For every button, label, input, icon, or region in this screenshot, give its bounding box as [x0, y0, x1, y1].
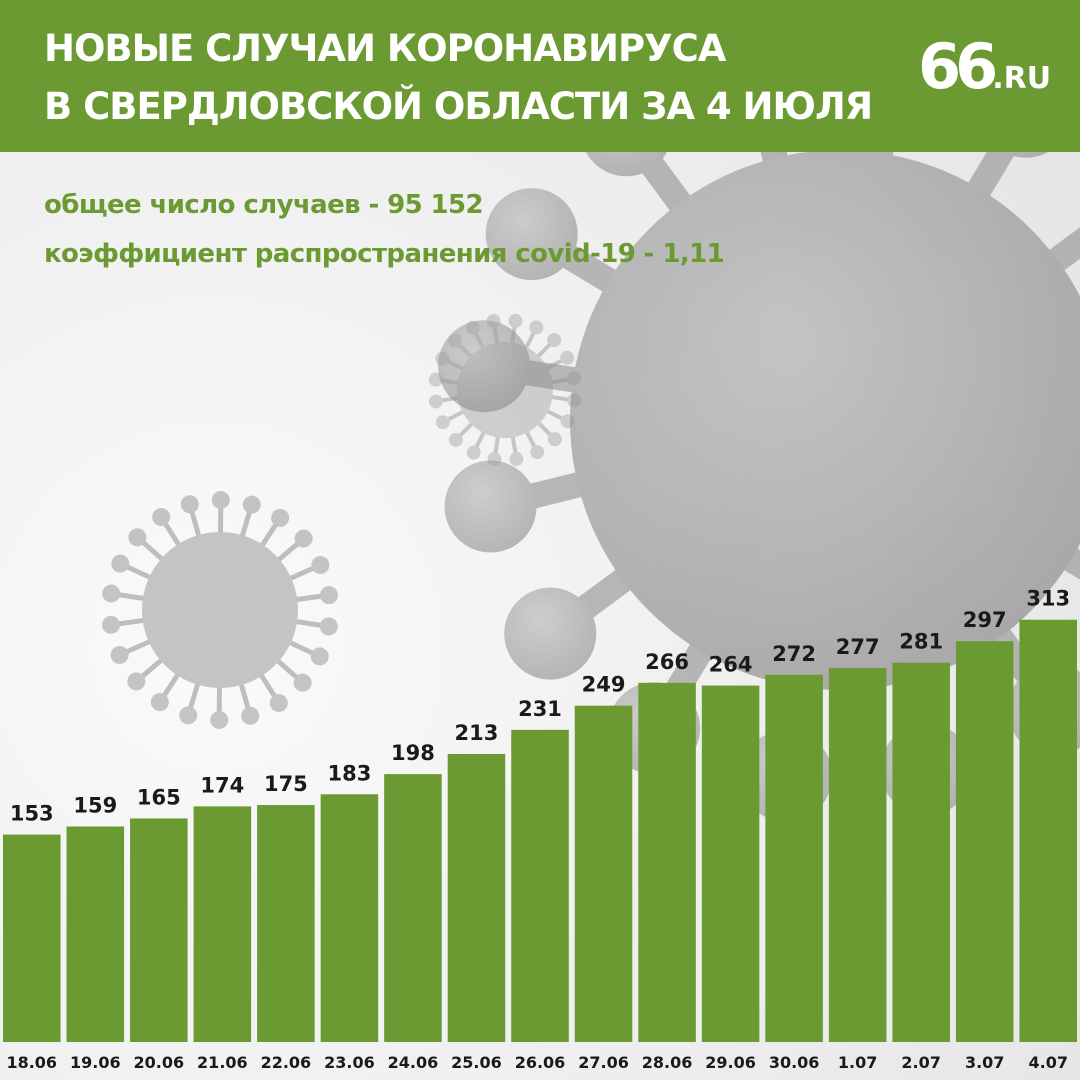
category-label: 23.06	[324, 1053, 375, 1072]
value-label: 249	[582, 673, 626, 697]
value-label: 313	[1026, 587, 1070, 611]
bar-4.07	[1019, 619, 1077, 1042]
bar-23.06	[320, 794, 379, 1042]
header-banner: НОВЫЕ СЛУЧАИ КОРОНАВИРУСА В СВЕРДЛОВСКОЙ…	[0, 0, 1080, 152]
value-label: 175	[264, 772, 308, 796]
bar-19.06	[66, 826, 125, 1042]
category-label: 24.06	[388, 1053, 439, 1072]
category-label: 28.06	[642, 1053, 693, 1072]
category-label: 30.06	[769, 1053, 820, 1072]
title-line-1: НОВЫЕ СЛУЧАИ КОРОНАВИРУСА	[44, 27, 726, 70]
value-label: 231	[518, 697, 562, 721]
value-label: 277	[836, 635, 880, 659]
value-label: 281	[899, 630, 943, 654]
category-label: 27.06	[578, 1053, 629, 1072]
category-label: 21.06	[197, 1053, 248, 1072]
bar-2.07	[892, 662, 950, 1042]
bar-22.06	[257, 805, 315, 1042]
spread-rate-text: коэффициент распространения covid-19 - 1…	[44, 239, 725, 269]
bar-25.06	[447, 754, 506, 1042]
bar-27.06	[574, 705, 633, 1042]
category-label: 1.07	[838, 1053, 877, 1072]
title-line-2: В СВЕРДЛОВСКОЙ ОБЛАСТИ ЗА 4 ИЮЛЯ	[44, 85, 873, 128]
category-label: 22.06	[261, 1053, 312, 1072]
bar-28.06	[638, 682, 696, 1042]
value-label: 153	[10, 802, 54, 826]
bar-21.06	[193, 806, 252, 1042]
bar-1.07	[828, 668, 887, 1042]
category-label: 20.06	[134, 1053, 185, 1072]
category-label: 29.06	[705, 1053, 756, 1072]
value-label: 165	[137, 785, 181, 809]
bar-30.06	[765, 674, 823, 1042]
category-label: 2.07	[901, 1053, 940, 1072]
value-label: 297	[963, 608, 1007, 632]
value-label: 183	[327, 761, 371, 785]
bar-29.06	[701, 685, 760, 1042]
logo-domain: .RU	[992, 61, 1052, 96]
total-cases-text: общее число случаев - 95 152	[44, 190, 484, 220]
bar-26.06	[511, 729, 569, 1042]
category-label: 25.06	[451, 1053, 502, 1072]
logo-number: 66	[918, 30, 998, 103]
small-virus-icon	[102, 491, 338, 729]
value-label: 264	[709, 653, 753, 677]
bar-20.06	[130, 818, 188, 1042]
category-label: 19.06	[70, 1053, 121, 1072]
value-label: 213	[455, 721, 499, 745]
bar-24.06	[384, 774, 442, 1042]
category-label: 3.07	[965, 1053, 1004, 1072]
value-label: 198	[391, 741, 435, 765]
bar-18.06	[3, 834, 61, 1042]
category-label: 26.06	[515, 1053, 566, 1072]
bar-3.07	[955, 641, 1014, 1042]
value-label: 266	[645, 650, 689, 674]
category-label: 4.07	[1028, 1053, 1067, 1072]
logo: 66.RU	[918, 36, 1051, 98]
value-label: 174	[200, 773, 244, 797]
value-label: 272	[772, 642, 816, 666]
category-label: 18.06	[6, 1053, 57, 1072]
value-label: 159	[73, 794, 117, 818]
